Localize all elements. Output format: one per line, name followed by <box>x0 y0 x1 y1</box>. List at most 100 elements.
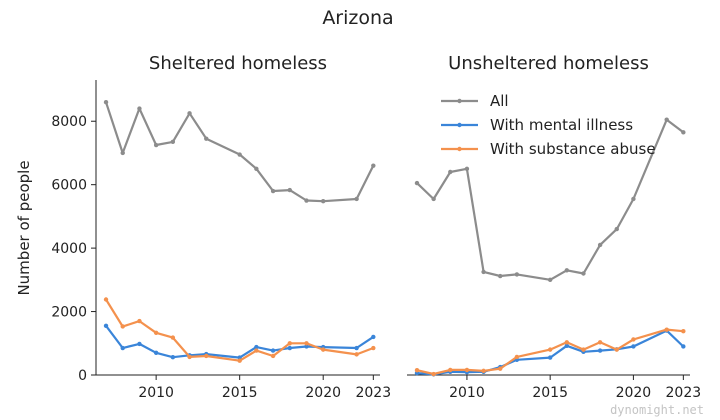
data-point-with-mental-illness <box>547 355 553 360</box>
data-point-all <box>371 163 376 168</box>
y-tick-label: 8000 <box>51 114 87 130</box>
data-point-with-mental-illness <box>270 348 276 353</box>
legend-item-with-substance-abuse: With substance abuse <box>441 140 656 158</box>
data-point-with-substance-abuse <box>187 354 192 360</box>
legend-marker <box>457 98 462 104</box>
x-tick-label: 2010 <box>449 385 485 401</box>
watermark: dynomight.net <box>610 403 704 417</box>
data-point-with-substance-abuse <box>103 297 109 302</box>
legend-label: All <box>490 92 509 110</box>
data-point-all <box>204 136 209 141</box>
legend-marker <box>457 122 462 128</box>
data-point-with-substance-abuse <box>153 330 159 336</box>
legend-label: With substance abuse <box>490 140 656 158</box>
x-tick-label: 2015 <box>222 385 258 401</box>
legend-item-with-mental-illness: With mental illness <box>441 116 633 134</box>
data-point-all <box>448 169 453 175</box>
data-point-all <box>681 130 686 135</box>
legend-marker <box>457 146 462 152</box>
data-point-with-substance-abuse <box>431 371 436 377</box>
data-point-all <box>498 273 503 279</box>
x-tick-label: 2020 <box>305 385 341 401</box>
data-point-with-substance-abuse <box>464 367 470 373</box>
series-line-with-mental-illness <box>104 324 375 359</box>
x-tick-label: 2023 <box>355 385 391 401</box>
data-point-with-mental-illness <box>153 350 159 355</box>
data-point-with-substance-abuse <box>204 353 209 359</box>
data-point-with-substance-abuse <box>664 327 669 332</box>
data-point-all <box>464 166 470 172</box>
data-point-with-mental-illness <box>254 344 259 350</box>
data-point-all <box>103 100 109 105</box>
data-point-all <box>514 272 520 277</box>
data-point-all <box>153 142 159 148</box>
data-point-all <box>120 150 125 156</box>
data-point-with-substance-abuse <box>414 368 420 373</box>
data-point-with-substance-abuse <box>270 353 276 359</box>
data-point-with-substance-abuse <box>254 348 259 353</box>
data-point-with-mental-illness <box>103 323 109 329</box>
data-point-with-mental-illness <box>564 343 570 349</box>
data-point-with-substance-abuse <box>581 347 586 352</box>
panel-title: Unsheltered homeless <box>448 53 649 74</box>
data-point-with-substance-abuse <box>597 340 603 345</box>
data-point-all <box>431 196 436 202</box>
data-point-with-substance-abuse <box>170 335 176 340</box>
data-point-with-substance-abuse <box>681 329 686 334</box>
data-point-with-mental-illness <box>287 345 292 351</box>
data-point-all <box>137 106 142 111</box>
legend-label: With mental illness <box>490 116 633 134</box>
panel-unsheltered-homeless: Unsheltered homeless 2010 2015 2020 2023 <box>407 53 701 401</box>
data-point-with-substance-abuse <box>514 354 520 360</box>
data-point-all <box>304 198 309 203</box>
x-tick-label: 2020 <box>616 385 652 401</box>
data-point-with-substance-abuse <box>321 347 326 352</box>
data-point-with-mental-illness <box>137 341 142 347</box>
data-point-with-mental-illness <box>371 334 376 340</box>
data-point-all <box>354 196 359 202</box>
data-point-with-substance-abuse <box>448 367 453 373</box>
data-point-with-substance-abuse <box>304 341 309 346</box>
y-tick-label: 0 <box>78 368 87 384</box>
data-point-with-substance-abuse <box>481 368 486 374</box>
series-line-with-substance-abuse <box>104 298 375 362</box>
data-point-with-mental-illness <box>681 344 686 349</box>
data-point-all <box>321 198 326 204</box>
x-tick-label: 2010 <box>138 385 174 401</box>
panel-title: Sheltered homeless <box>149 53 327 74</box>
y-tick-label: 2000 <box>51 305 87 321</box>
data-point-with-substance-abuse <box>498 366 503 371</box>
data-point-all <box>187 111 192 116</box>
data-point-all <box>664 117 669 122</box>
figure-title: Arizona <box>322 7 393 29</box>
data-point-all <box>270 188 276 194</box>
data-point-with-substance-abuse <box>137 318 142 324</box>
data-point-with-mental-illness <box>120 345 125 351</box>
x-tick-label: 2023 <box>666 385 702 401</box>
data-point-with-mental-illness <box>354 345 359 351</box>
data-point-with-substance-abuse <box>614 347 619 352</box>
data-point-all <box>547 277 553 283</box>
data-point-with-mental-illness <box>304 344 309 349</box>
x-tick-label: 2015 <box>532 385 568 401</box>
y-tick-label: 6000 <box>51 178 87 194</box>
data-point-with-substance-abuse <box>354 352 359 357</box>
data-point-with-substance-abuse <box>547 347 553 352</box>
y-axis-label: Number of people <box>15 160 33 295</box>
data-point-all <box>581 271 586 276</box>
legend: All With mental illness With substance abu… <box>441 92 656 158</box>
panel-sheltered-homeless: Sheltered homeless 2010 2015 2020 2023 0 2000 4… <box>51 53 391 401</box>
y-tick-label: 4000 <box>51 241 87 257</box>
data-point-with-mental-illness <box>631 344 636 349</box>
data-point-with-substance-abuse <box>237 358 242 363</box>
data-point-all <box>564 268 570 273</box>
data-point-with-mental-illness <box>237 355 242 360</box>
data-point-with-substance-abuse <box>120 324 125 329</box>
data-point-with-substance-abuse <box>564 340 570 345</box>
data-point-with-substance-abuse <box>287 341 292 346</box>
data-point-all <box>614 226 619 232</box>
data-point-all <box>414 180 420 186</box>
data-point-all <box>254 166 259 172</box>
data-point-with-mental-illness <box>170 355 176 360</box>
